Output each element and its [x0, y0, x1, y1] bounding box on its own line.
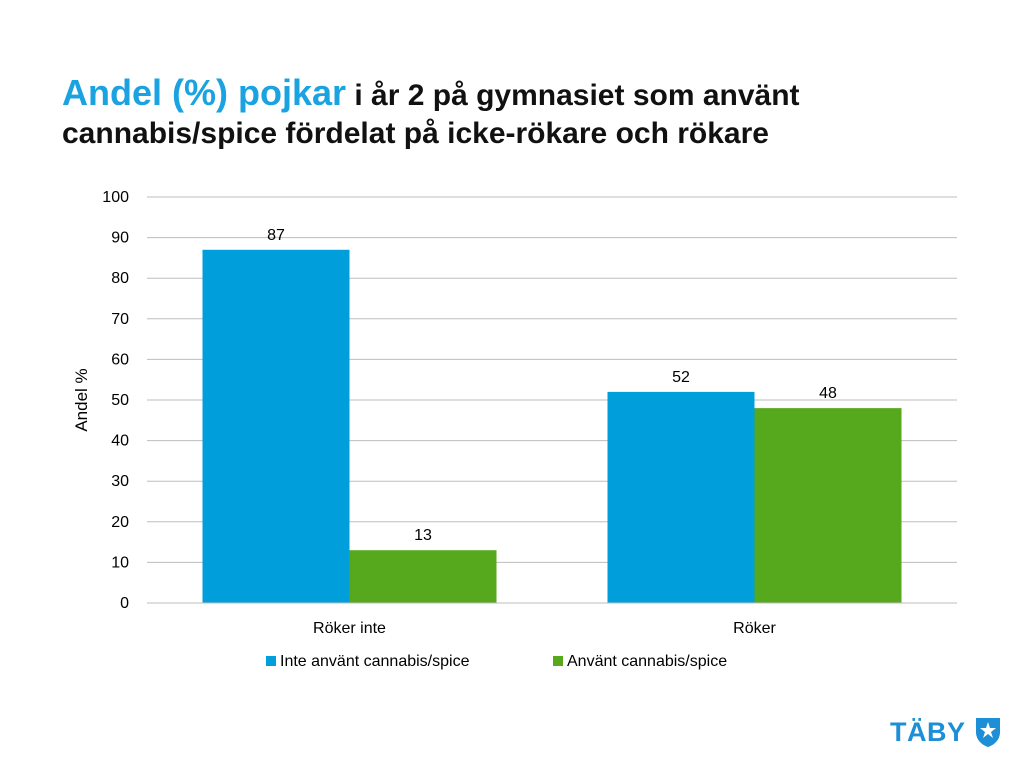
bar: [202, 249, 350, 603]
data-label: 52: [672, 369, 690, 386]
y-tick-label: 100: [102, 189, 129, 206]
y-tick-label: 50: [111, 392, 129, 409]
bar: [607, 391, 755, 603]
data-label: 13: [414, 527, 432, 544]
bar: [754, 408, 902, 603]
y-tick-label: 80: [111, 270, 129, 287]
y-tick-label: 30: [111, 473, 129, 490]
slide-title-accent: Andel (%) pojkar: [62, 72, 347, 113]
y-tick-label: 90: [111, 230, 129, 247]
legend-label: Använt cannabis/spice: [567, 653, 727, 670]
taby-logo: TÄBY: [890, 716, 1002, 748]
legend-swatch: [553, 656, 563, 666]
legend-label: Inte använt cannabis/spice: [280, 653, 470, 670]
y-tick-label: 70: [111, 311, 129, 328]
data-label: 48: [819, 385, 837, 402]
y-tick-label: 0: [120, 595, 129, 612]
logo-text: TÄBY: [890, 716, 966, 747]
y-tick-label: 10: [111, 554, 129, 571]
data-label: 87: [267, 227, 285, 244]
taby-shield-icon: [975, 718, 1000, 747]
y-tick-label: 20: [111, 514, 129, 531]
legend-swatch: [266, 656, 276, 666]
slide-title-rest: i år 2 på gymnasiet som använt cannabis/…: [62, 79, 800, 150]
x-tick-label: Röker: [733, 620, 776, 637]
y-tick-label: 40: [111, 433, 129, 450]
x-tick-label: Röker inte: [313, 620, 386, 637]
slide-title: Andel (%) pojkar i år 2 på gymnasiet som…: [62, 74, 1002, 153]
y-axis-label: Andel %: [72, 368, 91, 431]
y-tick-label: 60: [111, 351, 129, 368]
bar: [349, 550, 497, 603]
